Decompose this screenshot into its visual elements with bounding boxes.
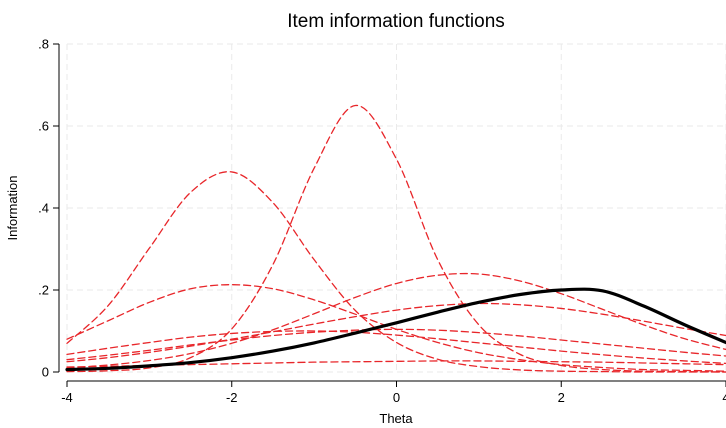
item-information-line-6	[66, 330, 726, 365]
item-information-line-5	[66, 302, 726, 363]
test-information-line	[65, 287, 726, 372]
item-information-line-1	[66, 171, 726, 373]
chart-title: Item information functions	[287, 11, 505, 32]
item-information-line-2	[66, 104, 726, 373]
y-tick-label: 0	[42, 365, 49, 380]
x-tick-label: 0	[393, 390, 400, 405]
y-tick-label: .6	[38, 119, 49, 134]
x-tick-label: -2	[226, 390, 238, 405]
grid	[66, 43, 726, 373]
x-tick-label: -4	[61, 390, 73, 405]
x-tick-label: 2	[558, 390, 565, 405]
y-tick-label: .4	[38, 201, 49, 216]
item-information-line-7	[66, 328, 726, 361]
x-axis-label: Theta	[379, 411, 413, 426]
y-tick-label: .2	[38, 283, 49, 298]
item-information-line-4	[66, 272, 726, 369]
series-layer	[65, 104, 726, 373]
x-tick-label: 4	[722, 390, 726, 405]
y-tick-label: .8	[38, 37, 49, 52]
y-axis-label: Information	[5, 175, 20, 240]
axes: 0 .2 .4 .6 .8 -4 -2 0 2 4	[38, 37, 726, 405]
